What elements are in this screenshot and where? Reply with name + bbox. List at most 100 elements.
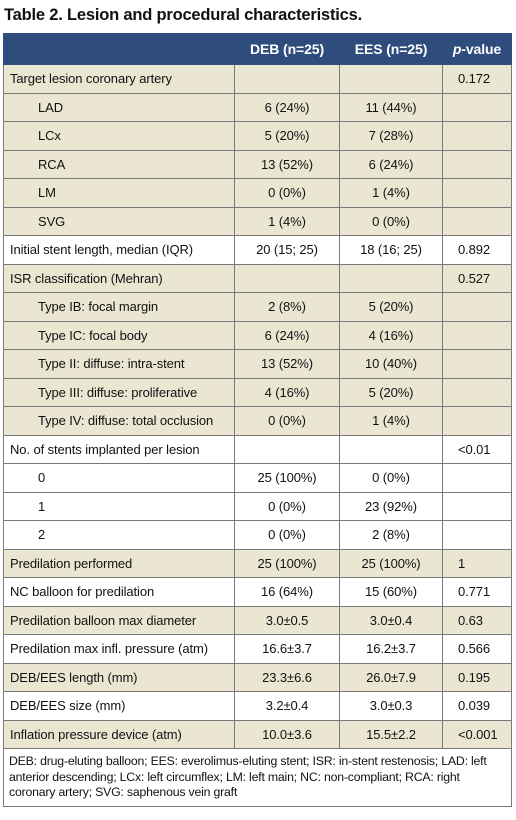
- table-row: RCA 13 (52%) 6 (24%): [3, 149, 512, 179]
- table-row: Target lesion coronary artery 0.172: [3, 64, 512, 94]
- ees-value: 15 (60%): [339, 577, 443, 607]
- deb-value: 0 (0%): [234, 520, 340, 550]
- table-row: SVG 1 (4%) 0 (0%): [3, 206, 512, 236]
- p-value: 0.566: [442, 634, 512, 664]
- row-label: DEB/EES size (mm): [3, 691, 235, 721]
- row-label: Inflation pressure device (atm): [3, 719, 235, 749]
- p-value: 0.172: [442, 64, 512, 94]
- row-label: NC balloon for predilation: [3, 577, 235, 607]
- header-row: DEB (n=25) EES (n=25) p-value: [3, 33, 512, 65]
- ees-value: 26.0±7.9: [339, 662, 443, 692]
- deb-value: 4 (16%): [234, 377, 340, 407]
- p-value: [442, 292, 512, 322]
- data-table: DEB (n=25) EES (n=25) p-value Target les…: [3, 33, 512, 749]
- p-value: 0.195: [442, 662, 512, 692]
- row-label: 0: [3, 463, 235, 493]
- p-value: [442, 92, 512, 122]
- ees-value: 4 (16%): [339, 320, 443, 350]
- row-label: No. of stents implanted per lesion: [3, 434, 235, 464]
- p-value: [442, 320, 512, 350]
- ees-value: 6 (24%): [339, 149, 443, 179]
- ees-value: 16.2±3.7: [339, 634, 443, 664]
- header-p-italic: p: [452, 41, 462, 57]
- ees-value: [339, 64, 443, 94]
- table-row: ISR classification (Mehran) 0.527: [3, 263, 512, 293]
- table-row: Predilation balloon max diameter 3.0±0.5 3…: [3, 605, 512, 635]
- ees-value: 5 (20%): [339, 292, 443, 322]
- row-label: Predilation balloon max diameter: [3, 605, 235, 635]
- deb-value: 25 (100%): [234, 548, 340, 578]
- deb-value: 25 (100%): [234, 463, 340, 493]
- deb-value: 16.6±3.7: [234, 634, 340, 664]
- p-value: [442, 377, 512, 407]
- row-label: Type II: diffuse: intra-stent: [3, 349, 235, 379]
- row-label: 2: [3, 520, 235, 550]
- row-label: Type IC: focal body: [3, 320, 235, 350]
- row-label: LAD: [3, 92, 235, 122]
- p-value: 0.771: [442, 577, 512, 607]
- deb-value: [234, 434, 340, 464]
- p-value: [442, 491, 512, 521]
- deb-value: 0 (0%): [234, 178, 340, 208]
- deb-value: 0 (0%): [234, 406, 340, 436]
- ees-value: 15.5±2.2: [339, 719, 443, 749]
- row-label: Target lesion coronary artery: [3, 64, 235, 94]
- deb-value: 20 (15; 25): [234, 235, 340, 265]
- deb-value: 16 (64%): [234, 577, 340, 607]
- ees-value: 7 (28%): [339, 121, 443, 151]
- table-footnote: DEB: drug-eluting balloon; EES: everolim…: [3, 749, 512, 807]
- deb-value: 0 (0%): [234, 491, 340, 521]
- p-value: 0.039: [442, 691, 512, 721]
- header-blank: [3, 33, 235, 65]
- p-value: [442, 349, 512, 379]
- deb-value: 23.3±6.6: [234, 662, 340, 692]
- table-row: LM 0 (0%) 1 (4%): [3, 178, 512, 208]
- deb-value: 1 (4%): [234, 206, 340, 236]
- deb-value: 6 (24%): [234, 92, 340, 122]
- header-p-suffix: -value: [461, 41, 502, 57]
- p-value: [442, 463, 512, 493]
- ees-value: 1 (4%): [339, 178, 443, 208]
- ees-value: 1 (4%): [339, 406, 443, 436]
- row-label: Type IB: focal margin: [3, 292, 235, 322]
- table-row: DEB/EES length (mm) 23.3±6.6 26.0±7.9 0.195: [3, 662, 512, 692]
- deb-value: [234, 263, 340, 293]
- p-value: <0.01: [442, 434, 512, 464]
- deb-value: 3.0±0.5: [234, 605, 340, 635]
- row-label: Predilation performed: [3, 548, 235, 578]
- deb-value: 5 (20%): [234, 121, 340, 151]
- row-label: ISR classification (Mehran): [3, 263, 235, 293]
- table-row: Type IV: diffuse: total occlusion 0 (0%) 1…: [3, 406, 512, 436]
- p-value: 0.63: [442, 605, 512, 635]
- row-label: LM: [3, 178, 235, 208]
- ees-value: 2 (8%): [339, 520, 443, 550]
- row-label: RCA: [3, 149, 235, 179]
- table-row: Type II: diffuse: intra-stent 13 (52%) 10 …: [3, 349, 512, 379]
- p-value: [442, 149, 512, 179]
- row-label: Predilation max infl. pressure (atm): [3, 634, 235, 664]
- p-value: [442, 406, 512, 436]
- table-body: Target lesion coronary artery 0.172 LAD 6 (…: [3, 64, 512, 749]
- table-row: Predilation performed 25 (100%) 25 (100%) 1: [3, 548, 512, 578]
- row-label: Initial stent length, median (IQR): [3, 235, 235, 265]
- ees-value: 11 (44%): [339, 92, 443, 122]
- p-value: <0.001: [442, 719, 512, 749]
- ees-value: 10 (40%): [339, 349, 443, 379]
- table-row: NC balloon for predilation 16 (64%) 15 (60…: [3, 577, 512, 607]
- ees-value: 23 (92%): [339, 491, 443, 521]
- table-row: Type III: diffuse: proliferative 4 (16%) 5…: [3, 377, 512, 407]
- table-row: LCx 5 (20%) 7 (28%): [3, 121, 512, 151]
- table-figure: Table 2. Lesion and procedural character…: [3, 0, 513, 807]
- table-row: Initial stent length, median (IQR) 20 (15…: [3, 235, 512, 265]
- table-title: Table 2. Lesion and procedural character…: [4, 6, 363, 24]
- ees-value: 3.0±0.3: [339, 691, 443, 721]
- header-deb: DEB (n=25): [234, 33, 340, 65]
- row-label: Type IV: diffuse: total occlusion: [3, 406, 235, 436]
- row-label: SVG: [3, 206, 235, 236]
- ees-value: 0 (0%): [339, 463, 443, 493]
- deb-value: 3.2±0.4: [234, 691, 340, 721]
- p-value: [442, 206, 512, 236]
- deb-value: 13 (52%): [234, 349, 340, 379]
